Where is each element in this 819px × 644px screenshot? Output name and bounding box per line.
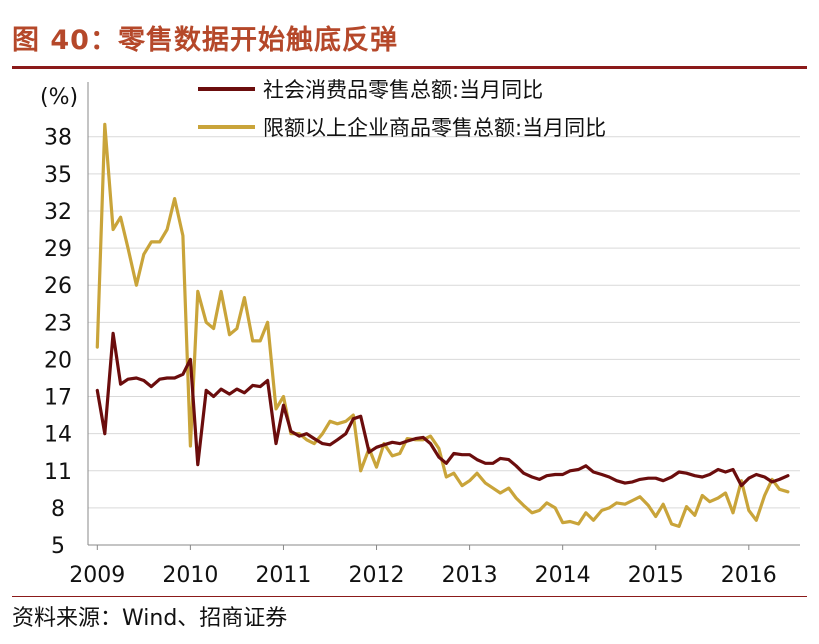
x-tick-label: 2012 — [349, 563, 405, 588]
y-tick-label: 8 — [51, 497, 65, 522]
y-axis-unit-label: (%) — [40, 85, 78, 110]
y-tick-label: 17 — [44, 386, 72, 411]
series-line-2 — [95, 122, 790, 528]
series-line-1 — [95, 331, 790, 488]
source-note: 资料来源：Wind、招商证券 — [12, 606, 288, 631]
x-tick-label: 2009 — [69, 563, 125, 588]
legend-label-2: 限额以上企业商品零售总额:当月同比 — [263, 116, 606, 140]
x-tick-label: 2010 — [162, 563, 218, 588]
y-tick-label: 5 — [51, 534, 65, 559]
x-tick-label: 2016 — [721, 563, 777, 588]
legend-label-1: 社会消费品零售总额:当月同比 — [263, 78, 543, 102]
y-tick-label: 35 — [44, 163, 72, 188]
y-tick-label: 14 — [44, 423, 72, 448]
x-tick-label: 2015 — [628, 563, 684, 588]
y-tick-label: 11 — [44, 460, 72, 485]
y-tick-label: 23 — [44, 311, 72, 336]
x-tick-label: 2011 — [255, 563, 311, 588]
y-tick-label: 32 — [44, 200, 72, 225]
grid-layer — [88, 136, 800, 546]
title-rule — [12, 66, 807, 69]
y-tick-label: 26 — [44, 274, 72, 299]
figure-title: 图 40：零售数据开始触底反弹 — [12, 25, 398, 56]
x-tick-label: 2014 — [535, 563, 591, 588]
y-tick-label: 38 — [44, 126, 72, 151]
axis-layer: 5 8 11 14 17 20 23 26 29 32 35 38 2009 2010 2011 2012 20… — [44, 82, 800, 588]
y-tick-label: 20 — [44, 348, 72, 373]
series-layer — [95, 122, 790, 528]
x-tick-label: 2013 — [442, 563, 498, 588]
source-rule — [12, 596, 807, 597]
y-tick-label: 29 — [44, 237, 72, 262]
